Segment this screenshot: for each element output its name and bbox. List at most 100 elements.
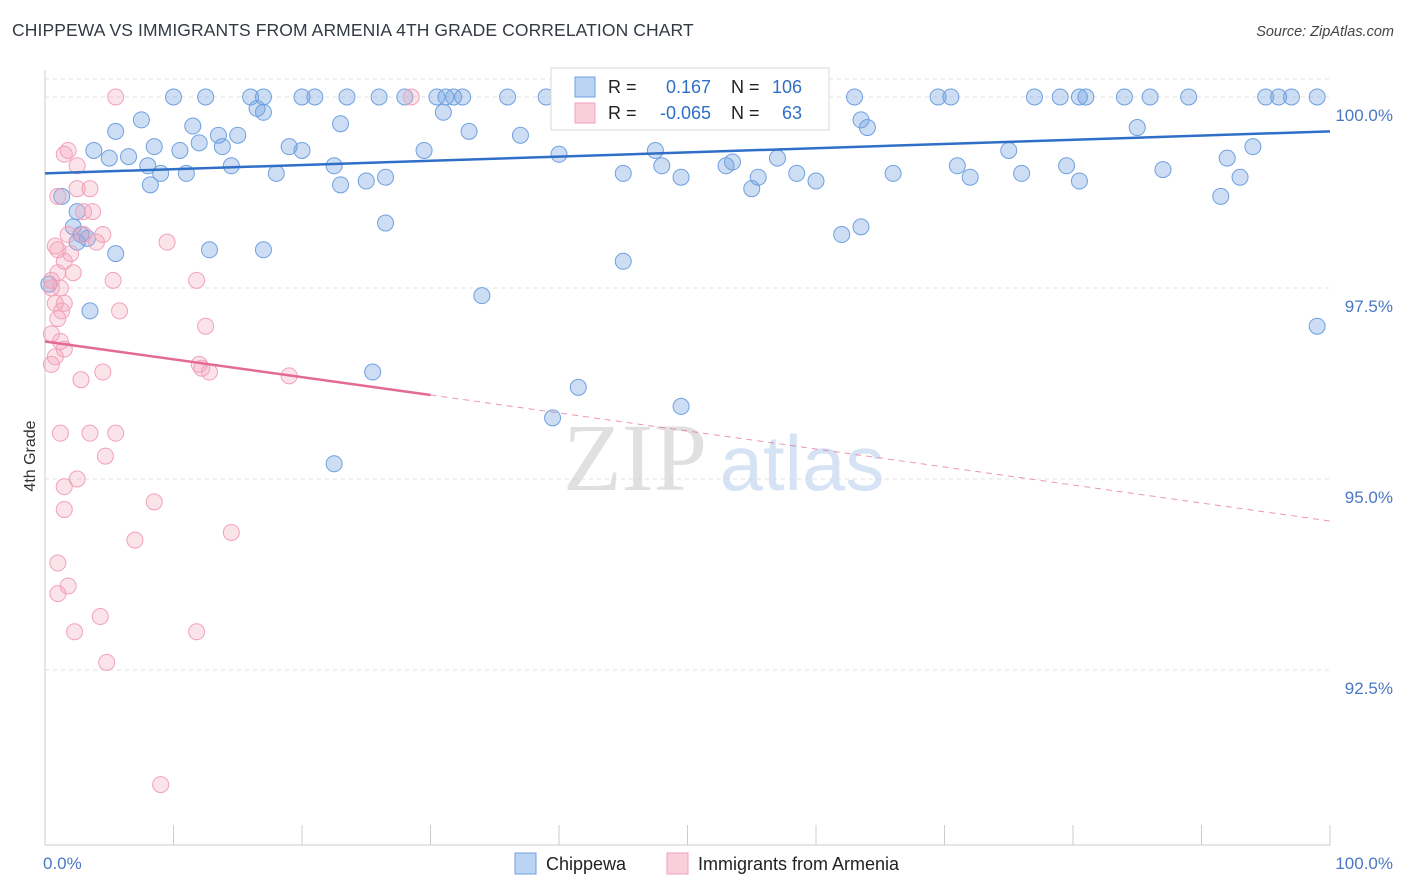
legend-label-chippewa[interactable]: Chippewa	[546, 854, 627, 874]
armenia-point	[222, 523, 240, 541]
armenia-point	[42, 355, 60, 373]
chippewa-point	[209, 126, 227, 144]
armenia-point	[152, 776, 170, 794]
chippewa-point	[646, 141, 664, 159]
chippewa-point	[942, 88, 960, 106]
chippewa-point	[768, 149, 786, 167]
chippewa-point	[377, 214, 395, 232]
chippewa-point	[171, 141, 189, 159]
chippewa-point	[53, 187, 71, 205]
axes	[44, 70, 1331, 846]
armenia-point	[68, 180, 86, 198]
armenia-point	[51, 424, 69, 442]
chippewa-point	[81, 302, 99, 320]
stats-r-armenia: -0.065	[660, 103, 711, 123]
chippewa-trend-line	[44, 130, 1331, 175]
armenia-point	[188, 623, 206, 641]
series-legend: Chippewa Immigrants from Armenia	[514, 852, 900, 875]
chippewa-point	[200, 241, 218, 259]
armenia-point	[49, 585, 67, 603]
armenia-point	[49, 187, 67, 205]
armenia-point	[42, 279, 60, 297]
stats-n-label: N =	[731, 103, 760, 123]
chippewa-point	[884, 164, 902, 182]
chippewa-point	[614, 164, 632, 182]
armenia-point	[98, 653, 116, 671]
armenia-point	[158, 233, 176, 251]
legend-label-armenia[interactable]: Immigrants from Armenia	[698, 854, 900, 874]
chippewa-point	[511, 126, 529, 144]
chippewa-point	[858, 119, 876, 137]
chippewa-point	[325, 157, 343, 175]
chippewa-point	[1000, 141, 1018, 159]
stats-legend-frame	[550, 67, 830, 131]
armenia-point	[46, 348, 64, 366]
chippewa-point	[499, 88, 517, 106]
chippewa-point	[1128, 119, 1146, 137]
chippewa-point	[807, 172, 825, 190]
chippewa-point	[145, 138, 163, 156]
chippewa-point	[614, 252, 632, 270]
chippewa-point	[749, 168, 767, 186]
chippewa-point	[107, 245, 125, 263]
armenia-point	[145, 493, 163, 511]
chippewa-point	[184, 117, 202, 135]
chippewa-point	[445, 88, 463, 106]
armenia-point	[111, 302, 129, 320]
armenia-point	[68, 470, 86, 488]
chippewa-point	[1308, 317, 1326, 335]
chippewa-point	[338, 88, 356, 106]
chippewa-point	[454, 88, 472, 106]
chippewa-point	[1141, 88, 1159, 106]
chippewa-point	[1270, 88, 1288, 106]
stats-n-label: N =	[731, 77, 760, 97]
chippewa-point	[107, 122, 125, 140]
chippewa-point	[550, 145, 568, 163]
chippewa-point	[190, 134, 208, 152]
armenia-point	[188, 271, 206, 289]
chippewa-point	[377, 168, 395, 186]
stats-n-chippewa: 106	[772, 77, 802, 97]
chippewa-point	[364, 363, 382, 381]
stats-n-armenia: 63	[782, 103, 802, 123]
chippewa-point	[1180, 88, 1198, 106]
chippewa-point	[1077, 88, 1095, 106]
armenia-point	[49, 554, 67, 572]
chippewa-point	[833, 226, 851, 244]
legend-swatch-chippewa[interactable]	[514, 852, 537, 875]
armenia-point	[62, 245, 80, 263]
armenia-point	[59, 141, 77, 159]
chippewa-point	[293, 88, 311, 106]
chart-title: CHIPPEWA VS IMMIGRANTS FROM ARMENIA 4TH …	[12, 20, 694, 40]
chippewa-point	[306, 88, 324, 106]
chippewa-point	[1154, 161, 1172, 179]
armenia-point	[96, 447, 114, 465]
chippewa-point	[434, 103, 452, 121]
chippewa-point	[1212, 187, 1230, 205]
chippewa-point	[197, 88, 215, 106]
chippewa-point	[222, 157, 240, 175]
y-tick-label: 100.0%	[1335, 106, 1393, 125]
chippewa-point	[672, 397, 690, 415]
armenia-point	[81, 424, 99, 442]
chippewa-point	[1282, 88, 1300, 106]
legend-swatch-armenia[interactable]	[666, 852, 689, 875]
chippewa-point	[254, 241, 272, 259]
trend-lines	[44, 130, 1331, 522]
x-tick-label: 100.0%	[1335, 854, 1393, 873]
chippewa-point	[1308, 88, 1326, 106]
armenia-point	[68, 157, 86, 175]
y-tick-label: 92.5%	[1345, 679, 1393, 698]
chippewa-point	[396, 88, 414, 106]
chippewa-point	[569, 378, 587, 396]
chippewa-point	[1115, 88, 1133, 106]
armenia-point	[84, 203, 102, 221]
stats-swatch-chippewa	[574, 76, 596, 98]
stats-swatch-armenia	[574, 102, 596, 124]
stats-r-chippewa: 0.167	[666, 77, 711, 97]
chippewa-point	[788, 164, 806, 182]
chippewa-point	[254, 103, 272, 121]
chippewa-point	[544, 409, 562, 427]
chippewa-point	[1070, 88, 1088, 106]
chippewa-point	[370, 88, 388, 106]
